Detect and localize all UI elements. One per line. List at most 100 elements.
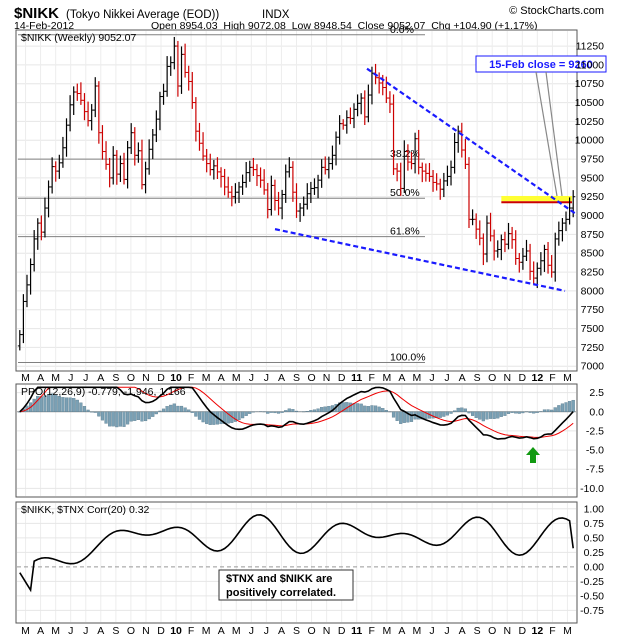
x-tick-label: A	[97, 625, 104, 637]
x-tick-label: 12	[532, 625, 544, 637]
ppo-histogram-bar	[64, 397, 69, 412]
ppo-histogram-bar	[122, 411, 126, 427]
ppo-histogram-bar	[521, 411, 525, 414]
x-tick-label: M	[563, 372, 572, 384]
price-y-tick-label: 9500	[581, 172, 605, 184]
ppo-histogram-bar	[104, 411, 108, 424]
ppo-histogram-bar	[251, 411, 255, 413]
x-tick-label: M	[21, 625, 30, 637]
x-tick-label: J	[68, 625, 73, 637]
ppo-histogram-bar	[568, 401, 572, 412]
ppo-histogram-bar	[391, 411, 396, 418]
ppo-histogram-bar	[316, 408, 320, 412]
ppo-histogram-bar	[266, 411, 270, 414]
ppo-histogram-bar	[312, 409, 317, 412]
ppo-histogram-bar	[241, 411, 245, 419]
x-tick-label: F	[369, 372, 375, 384]
ppo-histogram-bar	[190, 411, 194, 413]
ppo-histogram-bar	[82, 406, 87, 412]
ppo-histogram-bar	[456, 407, 460, 412]
trendlines	[274, 67, 576, 292]
ppo-histogram-bar	[108, 411, 112, 427]
ppo-histogram-bar	[546, 409, 550, 412]
ppo-histogram-bar	[151, 411, 155, 417]
corr-y-tick-label: -0.50	[580, 590, 604, 602]
resistance-zone-band	[501, 195, 572, 202]
ppo-histogram-bar	[147, 411, 151, 420]
ppo-histogram-bar	[269, 411, 273, 413]
ppo-histogram-bar	[126, 411, 130, 425]
ppo-histogram-bar	[129, 411, 133, 422]
ppo-histogram-bar	[276, 411, 281, 414]
x-tick-label: D	[338, 625, 346, 637]
ppo-histogram-bar	[373, 405, 378, 412]
x-tick-label: J	[249, 625, 254, 637]
ppo-histogram-bar	[496, 411, 500, 419]
ppo-histogram-bar	[348, 402, 352, 412]
ppo-histogram-bar	[409, 411, 414, 422]
ppo-y-tick-label: -10.0	[580, 483, 604, 495]
corr-gridlines	[17, 508, 576, 611]
ppo-histogram-bar	[377, 406, 381, 412]
ppo-histogram-bar	[488, 411, 493, 419]
x-tick-label: 10	[170, 372, 182, 384]
x-tick-label: F	[188, 372, 194, 384]
x-tick-label: J	[429, 372, 434, 384]
callout-pointer-lines	[535, 71, 563, 197]
ppo-histogram-bar	[118, 411, 123, 427]
ppo-histogram-bar	[449, 411, 453, 414]
ppo-histogram-bar	[187, 409, 191, 412]
ppo-histogram-bar	[438, 411, 442, 418]
x-tick-label: M	[51, 625, 60, 637]
x-tick-label: J	[68, 372, 73, 384]
up-arrow-shape	[526, 447, 540, 463]
ppo-histogram-bar	[280, 411, 284, 413]
ppo-histogram-bar	[370, 405, 374, 412]
x-tick-label: S	[474, 372, 481, 384]
ppo-histogram-bar	[460, 407, 464, 412]
ppo-histogram	[18, 393, 575, 428]
x-tick-label: M	[51, 372, 60, 384]
x-tick-label: M	[202, 372, 211, 384]
ppo-histogram-bar	[474, 411, 478, 418]
price-y-tick-label: 8500	[581, 248, 605, 260]
x-tick-label: J	[444, 372, 449, 384]
x-tick-label: 11	[351, 372, 362, 384]
x-tick-label: M	[413, 372, 422, 384]
x-tick-label: F	[188, 625, 194, 637]
x-tick-label: J	[83, 625, 88, 637]
price-y-tick-label: 7500	[581, 323, 605, 335]
fib-level-label: 100.0%	[390, 351, 426, 363]
x-tick-label: O	[488, 625, 496, 637]
x-tick-label: J	[264, 625, 269, 637]
ppo-histogram-bar	[517, 411, 521, 414]
header-name: (Tokyo Nikkei Average (EOD))	[66, 9, 219, 21]
x-tick-label: O	[127, 625, 135, 637]
price-y-tick-label: 7000	[581, 361, 605, 373]
x-tick-label: M	[202, 625, 211, 637]
x-tick-label: O	[127, 372, 135, 384]
x-tick-label: N	[142, 625, 150, 637]
x-tick-label: O	[307, 372, 315, 384]
ppo-histogram-bar	[557, 405, 561, 412]
x-tick-label: A	[218, 372, 225, 384]
price-y-tick-label: 9750	[581, 154, 605, 166]
price-y-tick-label: 10250	[575, 116, 604, 128]
lower-trendline	[274, 228, 566, 292]
x-tick-label: D	[519, 625, 527, 637]
ppo-histogram-bar	[560, 403, 565, 412]
x-tick-label: A	[398, 625, 405, 637]
x-tick-label: M	[382, 625, 391, 637]
ppo-histogram-bar	[208, 411, 212, 425]
ppo-histogram-bar	[54, 394, 58, 412]
x-tick-label: M	[21, 372, 30, 384]
price-y-tick-label: 8750	[581, 229, 605, 241]
ppo-histogram-bar	[445, 411, 450, 416]
ppo-histogram-bar	[327, 406, 331, 412]
svg-text:PPO(12,26,9) -0.779, -1.946, 1: PPO(12,26,9) -0.779, -1.946, 1.166	[21, 386, 186, 398]
ppo-histogram-bar	[492, 411, 496, 419]
ppo-histogram-bar	[442, 411, 446, 417]
corr-title-text: $NIKK, $TNX Corr(20) 0.32	[21, 504, 150, 516]
ppo-histogram-bar	[402, 411, 406, 423]
